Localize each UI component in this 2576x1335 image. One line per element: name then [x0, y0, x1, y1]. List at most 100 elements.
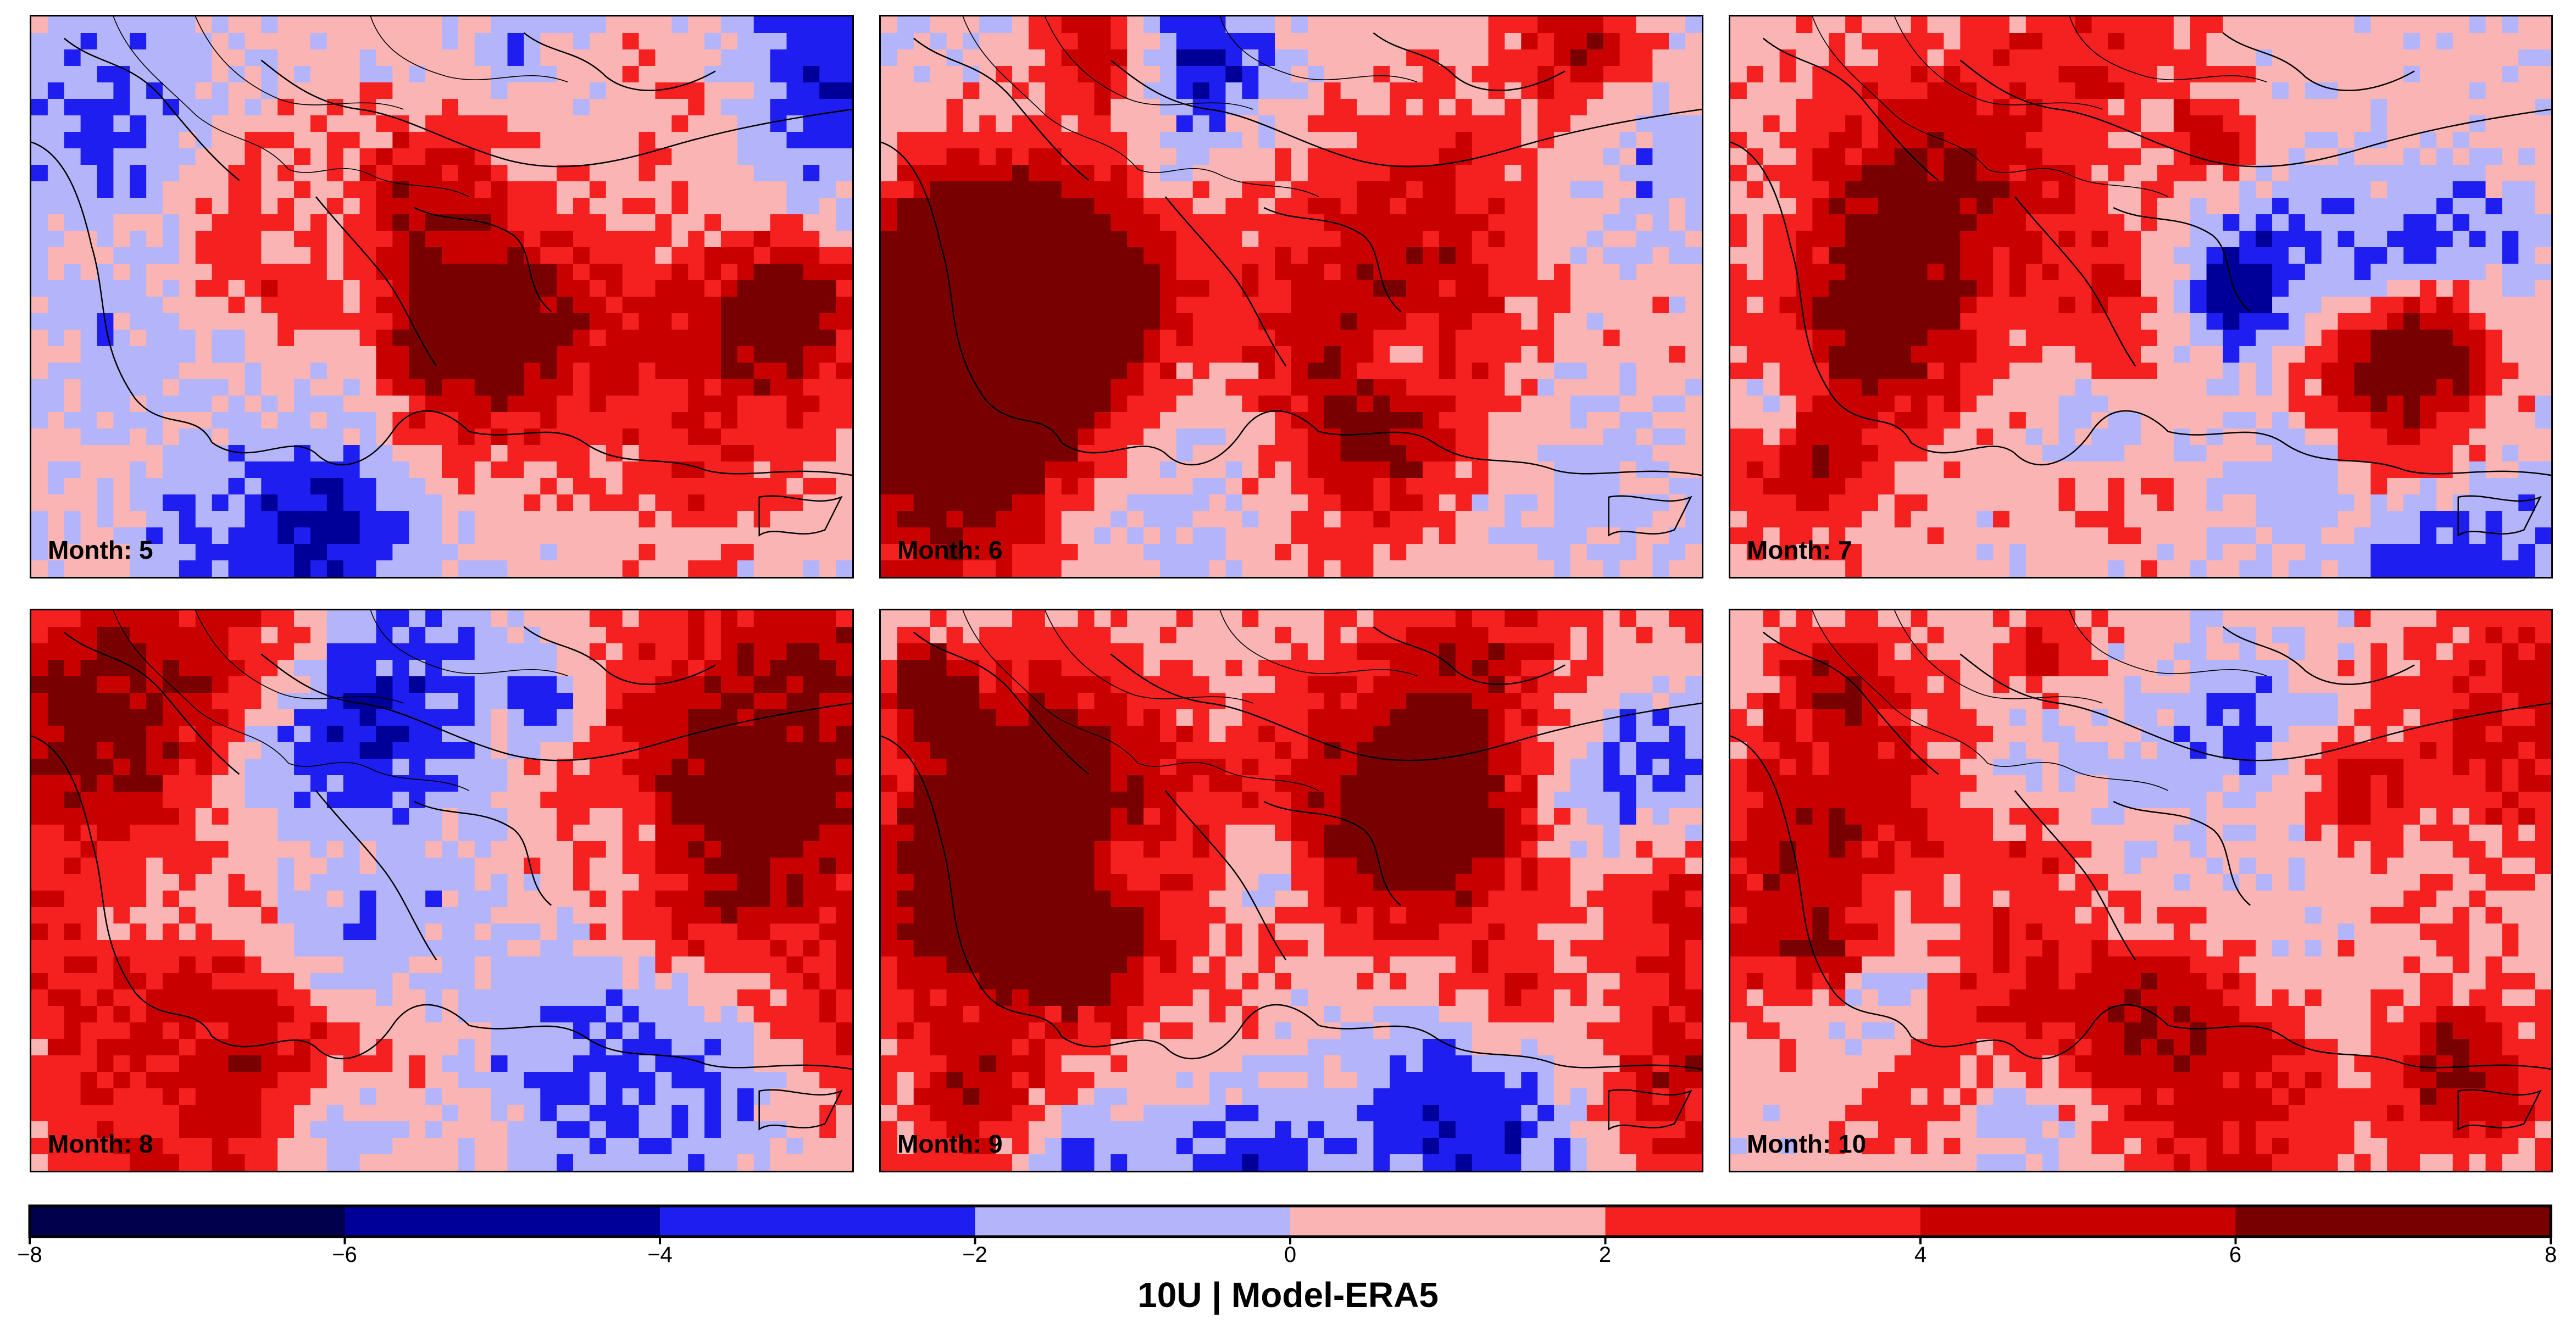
grid-cell — [622, 346, 640, 363]
grid-cell — [1258, 379, 1275, 396]
grid-cell — [64, 230, 81, 248]
grid-cell — [639, 544, 656, 561]
grid-cell — [491, 396, 508, 413]
grid-cell — [913, 346, 931, 363]
grid-cell — [2288, 280, 2306, 297]
grid-cell — [1127, 346, 1144, 363]
grid-cell — [1878, 363, 1895, 380]
grid-cell — [97, 329, 114, 347]
grid-cell — [195, 148, 213, 165]
grid-cell — [1537, 445, 1555, 462]
grid-cell — [770, 264, 787, 281]
grid-cell — [2075, 280, 2092, 297]
grid-cell — [2272, 461, 2289, 479]
grid-cell — [1406, 477, 1423, 495]
grid-cell — [1078, 544, 1095, 561]
grid-cell — [359, 477, 377, 495]
grid-cell — [1977, 297, 1994, 314]
grid-cell — [1554, 230, 1571, 248]
grid-cell — [688, 379, 705, 396]
grid-cell — [2518, 494, 2535, 511]
grid-cell — [179, 264, 196, 281]
grid-cell — [2058, 494, 2076, 511]
grid-cell — [1455, 115, 1473, 132]
grid-cell — [639, 560, 656, 577]
grid-cell — [1845, 280, 1862, 297]
grid-cell — [458, 363, 475, 380]
grid-cell — [589, 379, 607, 396]
grid-cell — [1685, 165, 1702, 182]
grid-cell — [671, 329, 689, 347]
grid-cell — [392, 247, 409, 264]
grid-cell — [2256, 181, 2273, 198]
grid-cell — [64, 510, 81, 528]
grid-cell — [1993, 33, 2010, 50]
grid-cell — [770, 428, 787, 446]
grid-cell — [753, 247, 771, 264]
grid-cell — [2321, 16, 2339, 34]
grid-cell — [97, 445, 114, 462]
grid-cell — [1012, 363, 1029, 380]
grid-cell — [1763, 49, 1780, 66]
grid-cell — [2403, 148, 2420, 165]
grid-cell — [2009, 363, 2027, 380]
grid-cell — [1829, 428, 1846, 446]
grid-cell — [589, 165, 607, 182]
grid-cell — [1078, 247, 1095, 264]
grid-cell — [261, 297, 278, 314]
grid-cell — [1291, 197, 1308, 215]
grid-cell — [2190, 313, 2207, 330]
grid-cell — [1192, 264, 1210, 281]
grid-cell — [1652, 412, 1669, 429]
grid-cell — [261, 280, 278, 297]
grid-cell — [2141, 264, 2158, 281]
grid-cell — [655, 494, 672, 511]
grid-cell — [1652, 494, 1669, 511]
grid-cell — [261, 363, 278, 380]
grid-cell — [589, 49, 607, 66]
grid-cell — [2535, 230, 2551, 248]
grid-cell — [343, 527, 360, 544]
grid-cell — [163, 363, 180, 380]
grid-cell — [622, 66, 640, 83]
grid-cell — [1521, 230, 1538, 248]
grid-cell — [261, 132, 278, 149]
grid-cell — [1669, 115, 1686, 132]
grid-cell — [1439, 165, 1456, 182]
grid-cell — [1455, 165, 1473, 182]
grid-cell — [1669, 280, 1686, 297]
grid-cell — [897, 379, 914, 396]
grid-cell — [2354, 264, 2371, 281]
grid-cell — [2173, 329, 2191, 347]
grid-cell — [1258, 428, 1275, 446]
grid-cell — [1977, 494, 1994, 511]
grid-cell — [720, 214, 738, 231]
grid-cell — [737, 363, 754, 380]
grid-cell — [2419, 477, 2437, 495]
grid-cell — [1537, 510, 1555, 528]
grid-cell — [2354, 477, 2371, 495]
grid-cell — [540, 280, 557, 297]
grid-cell — [1028, 313, 1046, 330]
grid-cell — [2025, 329, 2043, 347]
grid-cell — [1554, 82, 1571, 99]
grid-cell — [179, 66, 196, 83]
grid-cell — [573, 477, 590, 495]
grid-cell — [2518, 412, 2535, 429]
grid-cell — [704, 181, 721, 198]
grid-cell — [1423, 346, 1440, 363]
grid-cell — [2518, 313, 2535, 330]
grid-cell — [1045, 49, 1062, 66]
grid-cell — [1225, 165, 1242, 182]
grid-cell — [376, 280, 393, 297]
grid-cell — [963, 494, 980, 511]
grid-cell — [1127, 428, 1144, 446]
grid-cell — [1357, 412, 1374, 429]
grid-cell — [359, 346, 377, 363]
grid-cell — [1488, 477, 1506, 495]
grid-cell — [2141, 510, 2158, 528]
grid-cell — [2272, 264, 2289, 281]
grid-cell — [146, 264, 163, 281]
grid-cell — [1812, 82, 1829, 99]
grid-cell — [786, 329, 803, 347]
